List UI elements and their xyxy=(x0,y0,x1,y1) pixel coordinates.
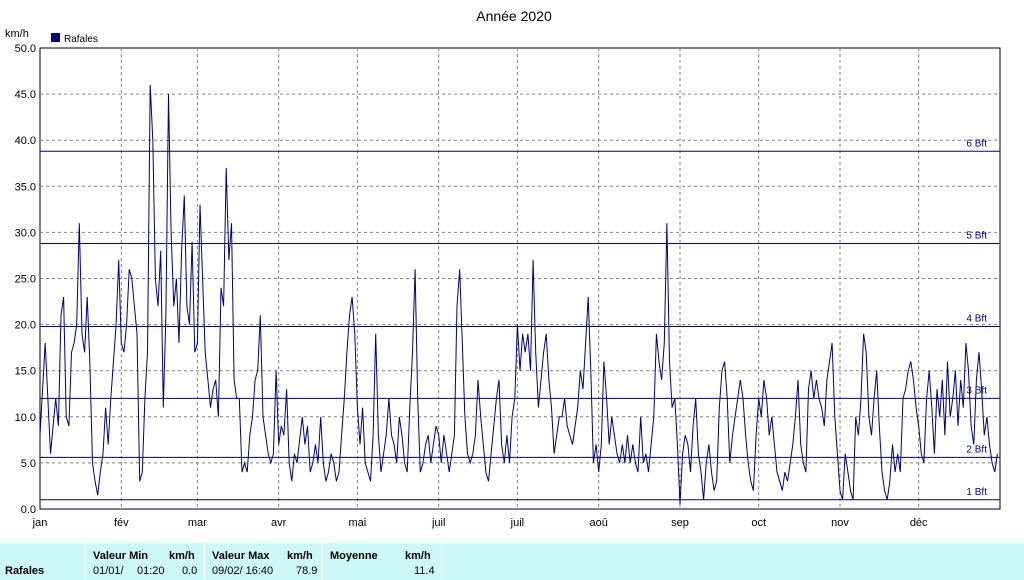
avg-unit: km/h xyxy=(405,550,431,562)
grid xyxy=(40,48,1000,509)
x-tick-label: sep xyxy=(671,517,689,529)
stats-separator xyxy=(322,543,323,580)
avg-header: Moyenne xyxy=(330,550,378,562)
stats-separator xyxy=(441,543,442,580)
min-unit: km/h xyxy=(169,550,195,562)
chart: Année 2020 km/h Rafales 1 Bft 2 Bft 3 Bft 4… xyxy=(5,8,1001,529)
legend-label: Rafales xyxy=(64,34,98,45)
y-tick-label: 15.0 xyxy=(15,366,36,378)
x-tick-label: aoû xyxy=(590,517,608,529)
y-axis-unit: km/h xyxy=(5,28,29,40)
chart-title: Année 2020 xyxy=(476,8,552,24)
max-header: Valeur Max xyxy=(212,550,270,562)
beaufort-label: 5 Bft xyxy=(966,230,987,241)
min-time: 01:20 xyxy=(137,565,165,577)
x-tick-label: avr xyxy=(271,517,287,529)
stats-separator xyxy=(85,543,86,580)
x-tick-label: jan xyxy=(32,517,48,529)
beaufort-label: 3 Bft xyxy=(966,385,987,396)
min-header: Valeur Min xyxy=(93,550,149,562)
stats-panel: Rafales Valeur Min km/h 01/01/ 01:20 0.0… xyxy=(0,543,1024,580)
max-value: 78.9 xyxy=(296,565,318,577)
x-tick-label: juil xyxy=(510,517,524,529)
y-tick-label: 10.0 xyxy=(15,412,36,424)
min-value: 0.0 xyxy=(182,565,198,577)
x-tick-label: nov xyxy=(831,517,849,529)
max-datetime: 09/02/ 16:40 xyxy=(212,565,274,577)
max-unit: km/h xyxy=(287,550,313,562)
y-tick-label: 20.0 xyxy=(15,320,36,332)
y-tick-label: 40.0 xyxy=(15,135,36,147)
legend-swatch xyxy=(51,33,60,42)
min-date: 01/01/ xyxy=(93,565,124,577)
beaufort-label: 4 Bft xyxy=(966,313,987,324)
y-tick-label: 25.0 xyxy=(15,274,36,286)
beaufort-label: 2 Bft xyxy=(966,444,987,455)
y-tick-label: 30.0 xyxy=(15,227,36,239)
y-tick-label: 35.0 xyxy=(15,181,36,193)
beaufort-label: 1 Bft xyxy=(966,487,987,498)
x-tick-label: fév xyxy=(114,517,129,529)
x-tick-label: mai xyxy=(349,517,367,529)
legend: Rafales xyxy=(51,33,98,45)
x-tick-label: déc xyxy=(910,517,928,529)
y-tick-label: 5.0 xyxy=(21,458,36,470)
y-tick-label: 50.0 xyxy=(15,43,36,55)
y-tick-labels: 0.0 5.0 10.0 15.0 20.0 25.0 30.0 35.0 40.0 45.0 50… xyxy=(15,43,36,516)
beaufort-label: 6 Bft xyxy=(966,138,987,149)
series-line-rafales xyxy=(39,84,998,505)
x-tick-label: juil xyxy=(431,517,445,529)
x-tick-label: oct xyxy=(751,517,766,529)
x-tick-labels: jan fév mar avr mai juil juil aoû sep oct nov déc xyxy=(32,517,928,529)
avg-value: 11.4 xyxy=(414,565,435,577)
stats-row-label: Rafales xyxy=(5,565,45,577)
y-tick-label: 0.0 xyxy=(21,504,36,516)
stats-separator xyxy=(204,543,205,580)
x-tick-label: mar xyxy=(188,517,207,529)
y-tick-label: 45.0 xyxy=(15,89,36,101)
beaufort-lines: 1 Bft 2 Bft 3 Bft 4 Bft 5 Bft 6 Bft xyxy=(40,138,1000,501)
